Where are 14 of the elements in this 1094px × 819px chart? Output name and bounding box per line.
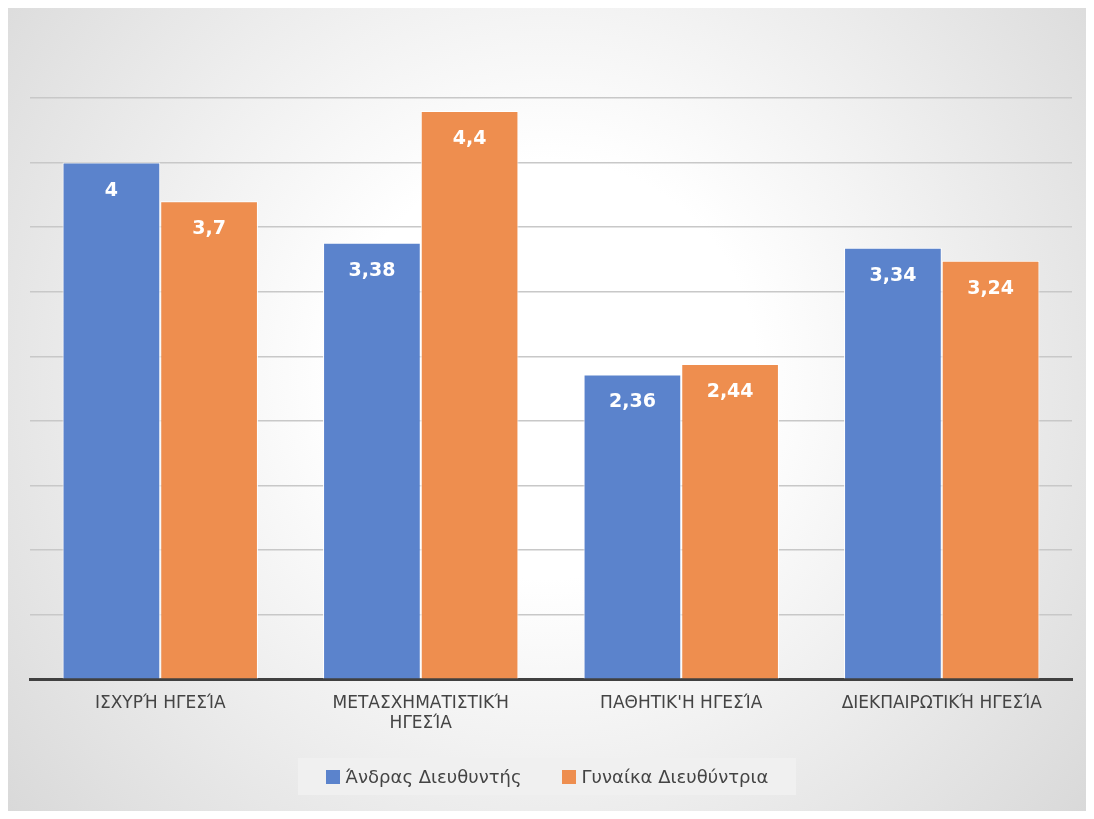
data-label: 3,7 — [192, 216, 226, 239]
data-label: 4 — [104, 177, 119, 200]
data-label: 4,4 — [452, 125, 487, 148]
x-tick-label: ΠΑΘΗΤΙΚ'Η ΗΓΕΣΊΑ — [600, 691, 763, 712]
data-label: 3,24 — [967, 275, 1015, 298]
x-tick-label: ΔΙΕΚΠΑΙΡΩΤΙΚΉ ΗΓΕΣΊΑ — [841, 691, 1043, 712]
data-label: 2,44 — [706, 379, 754, 401]
data-label: 3,38 — [348, 257, 396, 280]
x-tick-label: ΙΣΧΥΡΉ ΗΓΕΣΊΑ — [94, 691, 226, 712]
legend-label: Άνδρας Διευθυντής — [345, 766, 522, 787]
legend-label: Γυναίκα Διευθύντρια — [581, 766, 769, 787]
x-tick-label: ΜΕΤΑΣΧΗΜΑΤΙΣΤΙΚΉ ΗΓΕΣΊΑ — [332, 691, 509, 733]
data-label: 2,36 — [608, 389, 656, 412]
data-label: 3,34 — [869, 262, 917, 285]
